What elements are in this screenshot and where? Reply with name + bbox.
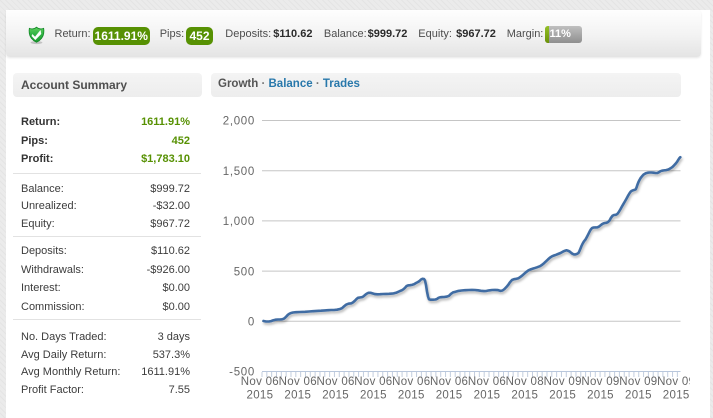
svg-text:Nov 06: Nov 06 (316, 376, 354, 388)
svg-text:2015: 2015 (247, 390, 274, 402)
svg-text:Nov 09: Nov 09 (544, 376, 582, 388)
svg-text:Nov 06: Nov 06 (430, 376, 468, 388)
svg-text:Nov 09: Nov 09 (619, 376, 657, 388)
svg-text:2015: 2015 (436, 390, 463, 402)
svg-text:Nov 06: Nov 06 (392, 376, 430, 388)
svg-text:2015: 2015 (360, 390, 387, 402)
svg-text:-500: -500 (229, 367, 255, 379)
svg-text:1,500: 1,500 (223, 166, 255, 178)
svg-text:0: 0 (248, 317, 255, 329)
svg-text:Nov 06: Nov 06 (279, 376, 317, 388)
svg-text:2015: 2015 (663, 390, 690, 402)
svg-text:Nov 06: Nov 06 (468, 376, 506, 388)
svg-text:2015: 2015 (284, 390, 311, 402)
svg-text:2015: 2015 (549, 390, 576, 402)
svg-text:Nov 09: Nov 09 (657, 376, 695, 388)
svg-text:2015: 2015 (398, 390, 425, 402)
svg-text:2015: 2015 (587, 390, 614, 402)
svg-text:2015: 2015 (322, 390, 349, 402)
svg-text:1,000: 1,000 (223, 216, 255, 228)
svg-text:500: 500 (234, 266, 255, 278)
svg-text:2015: 2015 (511, 390, 538, 402)
svg-text:Nov 08: Nov 08 (506, 376, 544, 388)
svg-text:Nov 06: Nov 06 (354, 376, 392, 388)
svg-text:2015: 2015 (474, 390, 501, 402)
svg-text:Nov 06: Nov 06 (241, 376, 279, 388)
svg-text:2,000: 2,000 (223, 116, 255, 128)
svg-text:Nov 09: Nov 09 (581, 376, 619, 388)
svg-text:2015: 2015 (625, 390, 652, 402)
